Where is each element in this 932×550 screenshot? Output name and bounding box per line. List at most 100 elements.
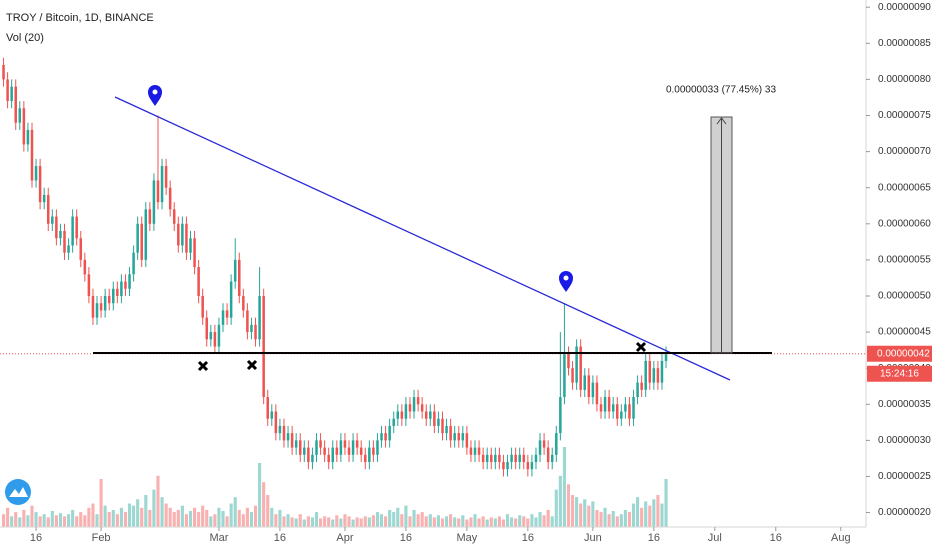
candle-body [396, 411, 400, 419]
candle-body [477, 447, 481, 455]
candle-body [469, 447, 473, 455]
candle-body [347, 447, 351, 455]
countdown-box [867, 365, 932, 382]
candle-body [372, 447, 375, 455]
volume-bar [477, 518, 481, 527]
volume-bar [432, 517, 436, 527]
y-tick-label: 0.00000025 [878, 471, 931, 482]
volume-bar [640, 507, 644, 527]
candle-body [563, 353, 566, 398]
volume-bar [127, 503, 132, 527]
volume-bar [140, 507, 144, 527]
pin [148, 85, 162, 106]
candle-body [42, 194, 46, 203]
candle-body [148, 209, 152, 224]
volume-bar [6, 507, 10, 527]
candle-body [437, 418, 440, 426]
candle-body [473, 447, 477, 455]
x-tick-label: Mar [209, 532, 228, 544]
candle-body [542, 440, 546, 448]
x-tick-label: Aug [831, 532, 851, 544]
volume-bar [144, 495, 148, 527]
candle-body [34, 166, 38, 181]
candle-body [164, 166, 168, 188]
volume-bar [481, 516, 485, 527]
candle-body [116, 288, 119, 296]
candle-body [120, 281, 123, 296]
candle-body [71, 216, 74, 246]
volume-bar [18, 517, 22, 527]
volume-bar [258, 463, 262, 527]
y-tick-label: 0.00000080 [878, 74, 931, 85]
pins [148, 85, 573, 292]
x-marker [635, 341, 647, 353]
candle-body [335, 447, 339, 455]
candle-body [652, 368, 656, 383]
volume-bar [270, 507, 274, 527]
volume-bar [197, 512, 201, 527]
candle-body [355, 440, 359, 448]
volume-bar [278, 509, 282, 527]
volume-bar [404, 505, 408, 527]
volume-bar [67, 514, 71, 527]
volume-bar [14, 512, 18, 527]
volume-bar [510, 517, 514, 527]
volume-bar [339, 518, 343, 527]
candle-body [307, 447, 310, 463]
volume-bar [449, 514, 453, 527]
volume-bar [558, 475, 562, 527]
volume-bar [465, 519, 469, 527]
volume-bar [103, 505, 107, 527]
x-markers [197, 341, 647, 372]
candle-body [319, 440, 322, 448]
volume-bar [91, 503, 95, 527]
volume-bar [245, 507, 249, 527]
candle-body [453, 433, 456, 441]
candle-body [75, 216, 78, 239]
candle-body [55, 216, 58, 239]
volume-bar [176, 509, 180, 527]
candle-body [136, 223, 139, 253]
volume-bar [408, 516, 412, 527]
candle-body [298, 440, 302, 455]
volume-bar [664, 479, 668, 527]
candle-body [262, 295, 265, 398]
candle-body [530, 462, 534, 470]
candle-body [10, 86, 13, 102]
volume-bar [331, 519, 335, 527]
candle-body [599, 404, 603, 412]
candle-body [26, 129, 30, 145]
volume-bar [546, 509, 550, 527]
candle-body [400, 411, 404, 419]
volume-bar [367, 517, 371, 527]
volume-bar [505, 514, 510, 527]
volume-bar [652, 499, 656, 527]
candle-body [339, 440, 343, 455]
volume-bar [396, 507, 400, 527]
y-tick-label: 0.00000065 [878, 182, 931, 193]
volume-bar [298, 514, 302, 527]
candle-body [197, 267, 200, 296]
volume-bar [115, 514, 119, 527]
volume-bar [302, 519, 306, 527]
volume-bar [611, 511, 615, 527]
volume-bar [538, 512, 542, 527]
volume-bar [656, 495, 660, 527]
volume-bar [30, 505, 34, 527]
candle-body [364, 454, 367, 463]
candle-body [189, 238, 192, 253]
candle-body [156, 180, 160, 203]
volume-bar [384, 516, 388, 527]
candle-body [644, 360, 647, 390]
y-tick-label: 0.00000045 [878, 327, 931, 338]
volume-bar [119, 507, 123, 527]
volume-bar [591, 501, 595, 527]
candle-body [571, 368, 574, 383]
y-tick-label: 0.00000070 [878, 146, 931, 157]
candle-body [67, 245, 70, 253]
volume-bar [412, 509, 416, 527]
candle-body [648, 360, 652, 383]
measure-tool: 0.00000033 (77.45%) 33 [666, 85, 776, 354]
logo-mark [9, 487, 28, 497]
candle-body [193, 238, 196, 268]
